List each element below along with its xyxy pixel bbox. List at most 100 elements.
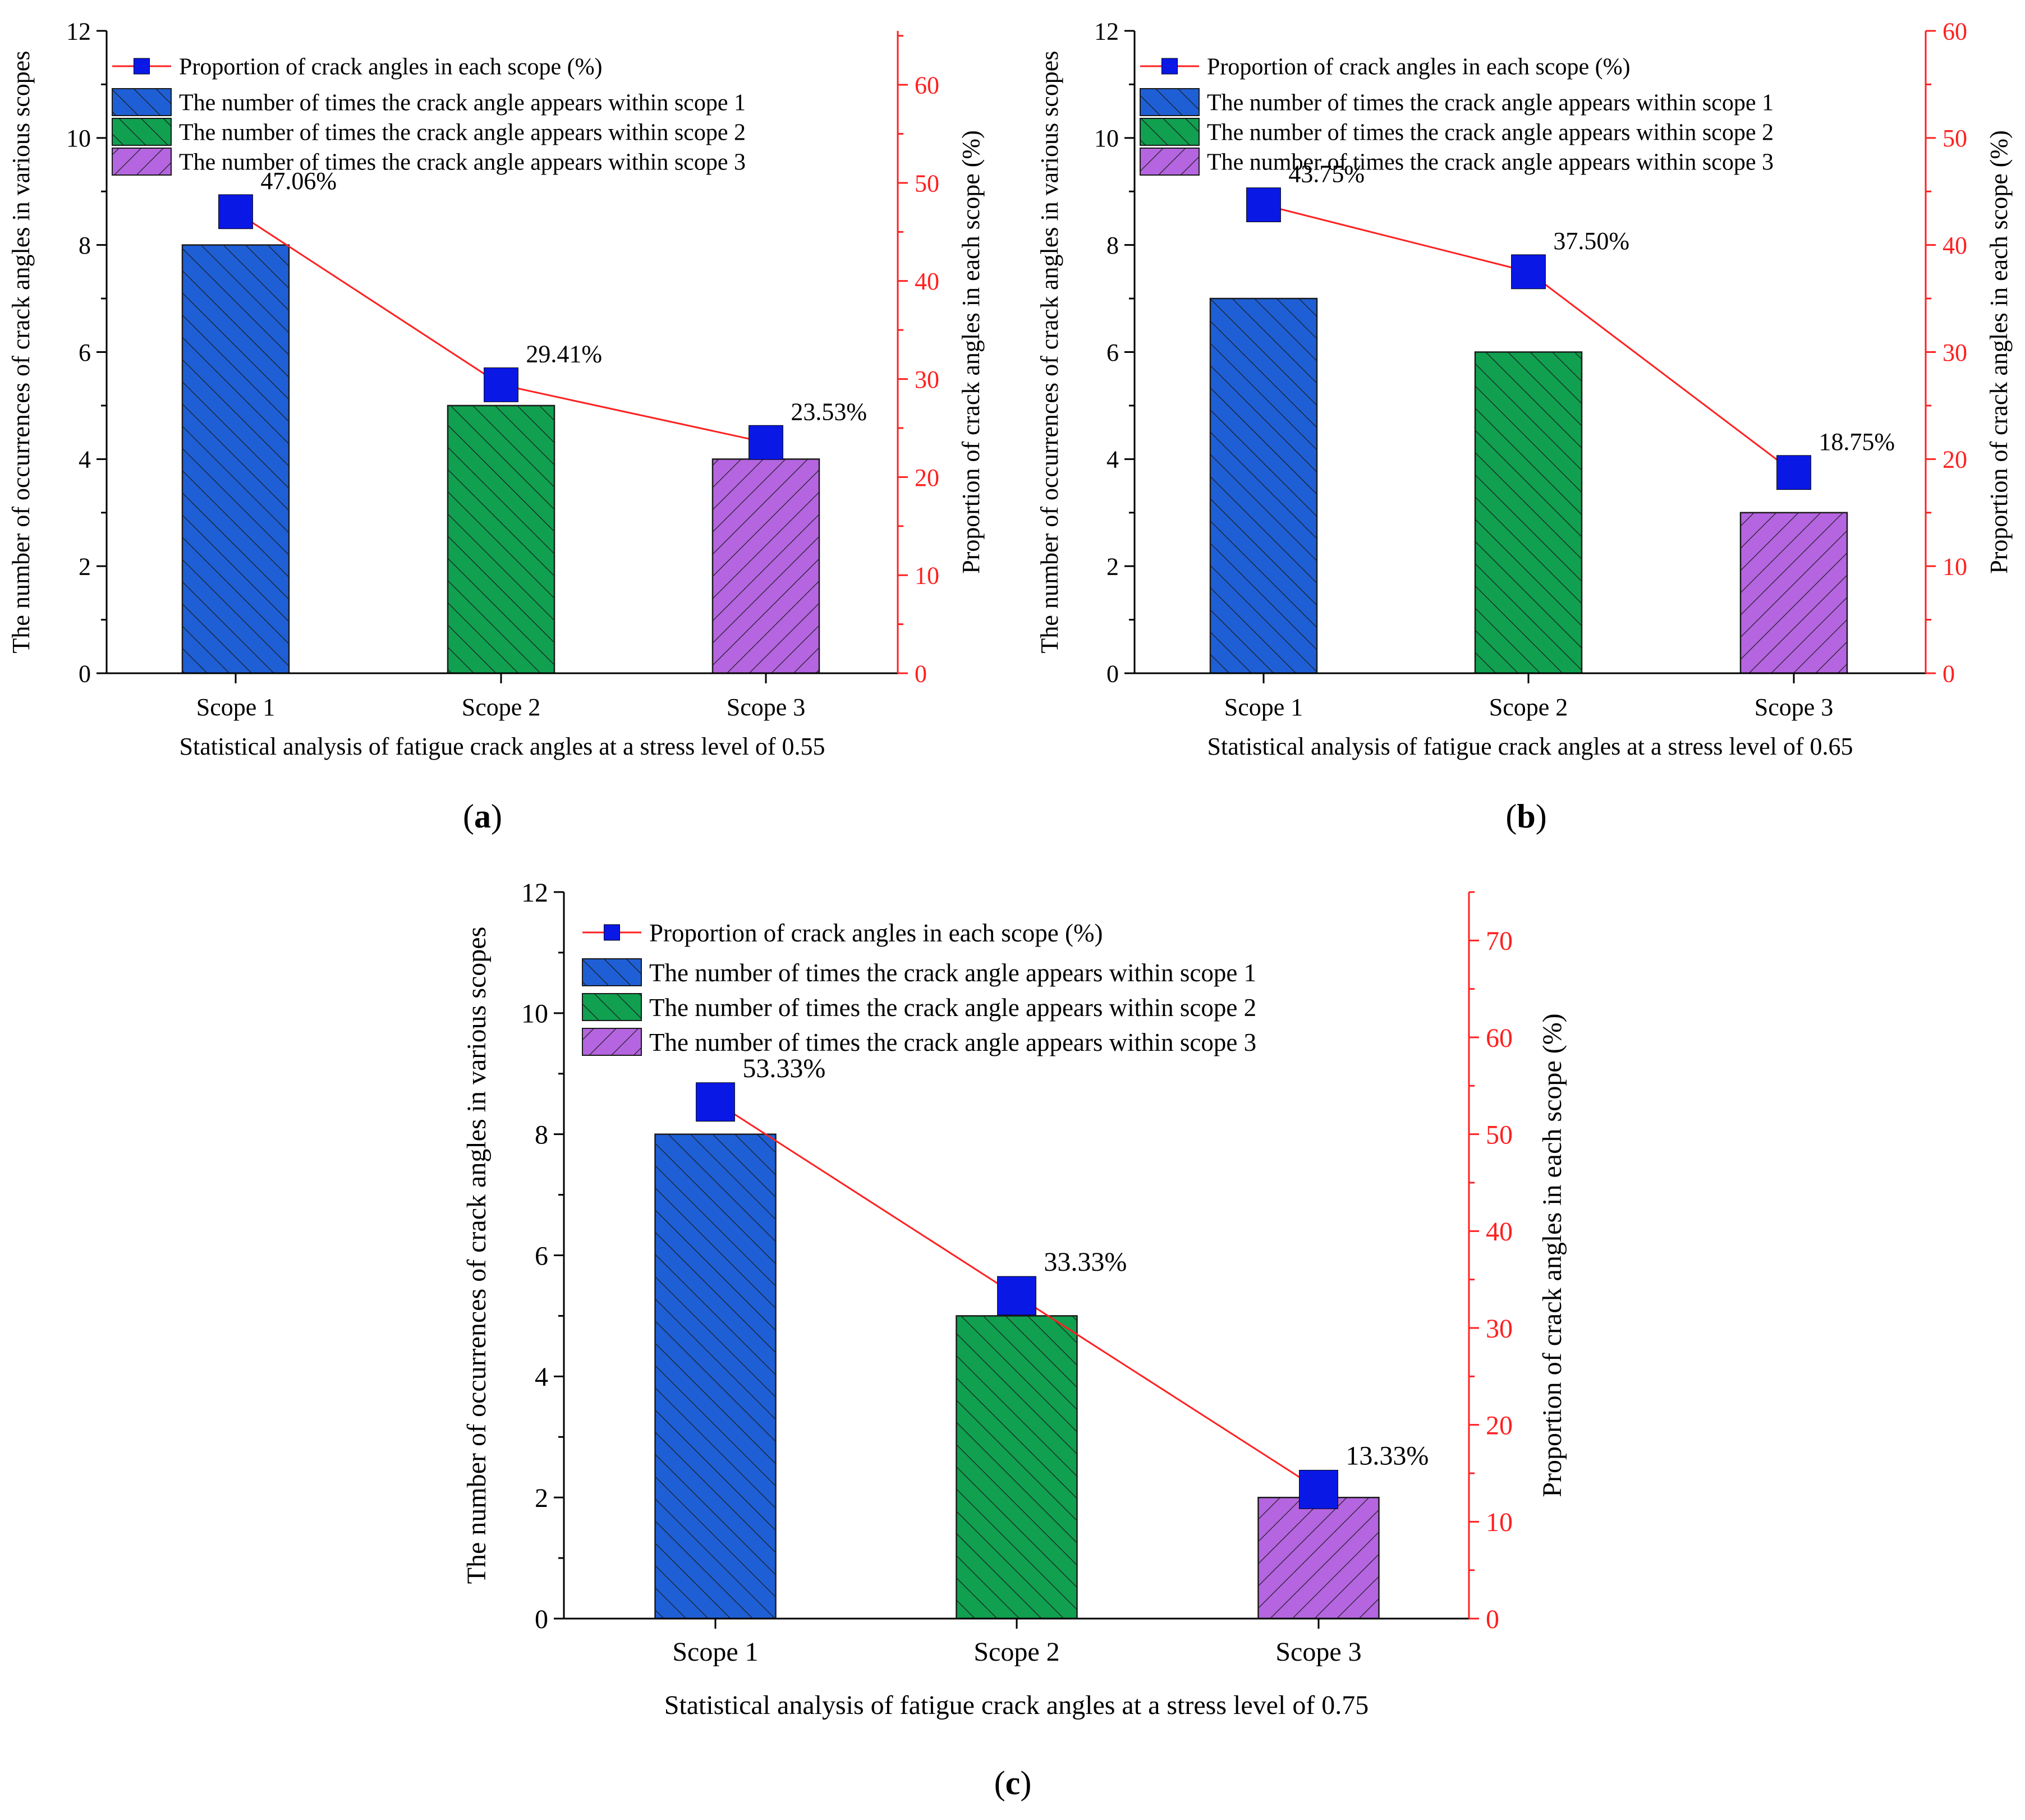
left-axis-tick-label: 8 [535, 1120, 548, 1150]
right-axis-tick-label: 0 [915, 660, 927, 687]
proportion-data-label: 23.53% [791, 398, 867, 425]
panel-label: (c) [994, 1764, 1032, 1801]
proportion-data-label: 43.75% [1288, 160, 1365, 188]
legend-swatch-hatch [582, 959, 641, 986]
right-axis-tick-label: 30 [1943, 339, 1967, 366]
right-axis-title: Proportion of crack angles in each scope… [1985, 130, 2013, 573]
left-axis-tick-label: 8 [79, 232, 91, 259]
legend-entry-scope-1: The number of times the crack angle appe… [1207, 90, 1774, 116]
chart-panel-c: 0 2 4 6 8 10 12 Scope 1 Scope 2 Scope 3 0 10 20 30 40 5… [462, 878, 1567, 1801]
legend-entry-scope-3: The number of times the crack angle appe… [179, 150, 746, 176]
legend-swatch-hatch [1140, 89, 1199, 116]
right-axis-tick-label: 20 [915, 464, 939, 491]
right-axis-tick-label: 20 [1943, 446, 1967, 474]
right-axis-tick-label: 50 [1486, 1120, 1513, 1150]
chart-panel-a: 0 2 4 6 8 10 12 Scope 1 Scope 2 Scope 3 0 10 20 30 40 5… [7, 17, 985, 835]
right-axis-tick-label: 50 [1943, 125, 1967, 152]
bar-hatch [1210, 298, 1317, 673]
category-tick-label: Scope 3 [727, 693, 806, 721]
panel-label: (b) [1505, 798, 1546, 835]
left-axis-tick-label: 0 [535, 1605, 548, 1634]
right-axis-tick-label: 60 [1486, 1023, 1513, 1053]
right-axis-tick-label: 40 [1486, 1217, 1513, 1247]
right-axis-tick-label: 40 [1943, 232, 1967, 259]
bar-hatch [1258, 1497, 1379, 1619]
legend-entry-scope-1: The number of times the crack angle appe… [179, 90, 746, 116]
right-axis-tick-label: 50 [915, 169, 939, 197]
legend-swatch-hatch [582, 994, 641, 1021]
left-axis-tick-label: 0 [1106, 660, 1119, 687]
left-axis-tick-label: 2 [1106, 553, 1119, 581]
bar-hatch [956, 1316, 1077, 1619]
legend-entry-proportion: Proportion of crack angles in each scope… [1207, 54, 1631, 80]
category-tick-label: Scope 2 [974, 1637, 1059, 1667]
panel-label: (a) [463, 798, 502, 835]
bar-hatch [713, 459, 819, 673]
legend-swatch-hatch [112, 89, 171, 116]
proportion-marker [749, 425, 783, 460]
legend-entry-proportion: Proportion of crack angles in each scope… [179, 54, 603, 80]
left-axis-tick-label: 12 [521, 878, 548, 908]
right-axis-tick-label: 60 [1943, 17, 1967, 45]
legend-entry-scope-2: The number of times the crack angle appe… [649, 994, 1256, 1022]
right-axis-tick-label: 40 [915, 268, 939, 295]
right-axis-tick-label: 10 [915, 562, 939, 590]
left-axis-tick-label: 2 [79, 553, 91, 581]
left-axis-tick-label: 12 [1094, 17, 1119, 45]
panel-letter: b [1517, 798, 1535, 835]
right-axis-tick-label: 10 [1943, 553, 1967, 581]
right-axis-title: Proportion of crack angles in each scope… [1537, 1013, 1567, 1497]
left-axis-tick-label: 6 [1106, 339, 1119, 366]
proportion-data-label: 47.06% [260, 167, 337, 195]
legend-marker-symbol [1161, 58, 1178, 75]
left-axis-tick-label: 2 [535, 1483, 548, 1513]
proportion-marker [1511, 254, 1546, 289]
right-axis-tick-label: 0 [1943, 660, 1955, 687]
right-axis-tick-label: 70 [1486, 926, 1513, 956]
proportion-data-label: 53.33% [742, 1054, 825, 1083]
right-axis-tick-label: 10 [1486, 1508, 1513, 1537]
legend-swatch-hatch [112, 148, 171, 175]
left-axis-tick-label: 6 [79, 339, 91, 366]
legend-entry-scope-3: The number of times the crack angle appe… [649, 1028, 1256, 1056]
proportion-marker [1776, 455, 1811, 490]
left-axis-tick-label: 6 [535, 1241, 548, 1271]
legend-swatch-hatch [1140, 148, 1199, 175]
bar-hatch [1475, 352, 1582, 673]
bar-hatch [655, 1134, 776, 1619]
legend-swatch-hatch [582, 1028, 641, 1055]
right-axis-tick-label: 30 [1486, 1314, 1513, 1344]
left-axis-tick-label: 4 [1106, 446, 1119, 474]
category-tick-label: Scope 3 [1755, 693, 1834, 721]
left-axis-title: The number of occurrences of crack angle… [7, 51, 35, 654]
right-axis-tick-label: 60 [915, 72, 939, 99]
category-tick-label: Scope 2 [462, 693, 541, 721]
left-axis-tick-label: 10 [521, 999, 548, 1029]
x-axis-title: Statistical analysis of fatigue crack an… [1207, 733, 1853, 760]
proportion-marker [484, 367, 518, 402]
chart-panel-b: 0 2 4 6 8 10 12 Scope 1 Scope 2 Scope 3 0 10 20 30 40 5… [1036, 17, 2013, 835]
legend-entry-scope-2: The number of times the crack angle appe… [179, 120, 746, 146]
proportion-data-label: 13.33% [1346, 1441, 1429, 1470]
category-tick-label: Scope 1 [1224, 693, 1303, 721]
x-axis-title: Statistical analysis of fatigue crack an… [664, 1690, 1369, 1720]
proportion-marker [1246, 187, 1281, 223]
proportion-marker [696, 1082, 735, 1122]
category-tick-label: Scope 1 [672, 1637, 758, 1667]
proportion-marker [997, 1276, 1036, 1316]
x-axis-title: Statistical analysis of fatigue crack an… [180, 733, 825, 760]
left-axis-tick-label: 4 [79, 446, 91, 474]
right-axis-tick-label: 0 [1486, 1605, 1499, 1634]
legend-marker-symbol [134, 58, 150, 75]
right-axis-title: Proportion of crack angles in each scope… [957, 130, 985, 573]
left-axis-tick-label: 8 [1106, 232, 1119, 259]
bar-hatch [182, 245, 289, 674]
proportion-data-label: 33.33% [1044, 1247, 1127, 1277]
left-axis-title: The number of occurrences of crack angle… [1036, 51, 1063, 654]
bar-hatch [448, 405, 554, 673]
legend-entry-scope-3: The number of times the crack angle appe… [1207, 150, 1774, 176]
legend-entry-scope-1: The number of times the crack angle appe… [649, 959, 1256, 987]
panel-letter: a [474, 798, 491, 835]
proportion-data-label: 29.41% [526, 340, 602, 367]
proportion-data-label: 18.75% [1819, 428, 1895, 456]
